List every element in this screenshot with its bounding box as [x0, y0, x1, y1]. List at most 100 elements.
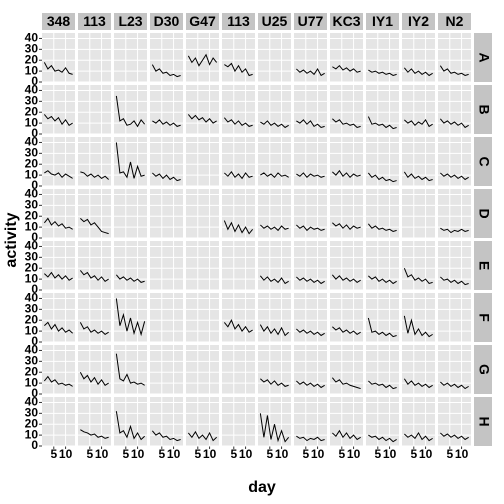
x-tick-label: 10 [347, 447, 361, 461]
x-tick-label: 5 [230, 447, 237, 461]
column-label: N2 [446, 13, 464, 29]
strip [78, 13, 111, 30]
panel [186, 189, 219, 238]
line [223, 319, 253, 333]
line [367, 172, 397, 183]
panel [438, 293, 471, 342]
strip [474, 85, 492, 134]
panel [186, 293, 219, 342]
panel [222, 85, 255, 134]
strip [150, 13, 183, 30]
panel [42, 189, 75, 238]
y-tick-label: 30 [25, 406, 39, 420]
column-label: KC3 [332, 13, 360, 29]
panel [258, 137, 291, 186]
panel [78, 397, 111, 446]
y-tick-label: 10 [25, 323, 39, 337]
panel [114, 189, 147, 238]
line [224, 170, 253, 180]
x-tick-label: 10 [455, 447, 469, 461]
y-tick-label: 20 [25, 156, 39, 170]
x-axis-label: day [248, 479, 276, 496]
row-label: A [476, 52, 492, 62]
line [115, 142, 145, 179]
line [296, 328, 325, 337]
x-tick-label: 10 [383, 447, 397, 461]
line [151, 430, 181, 442]
column-label: U25 [262, 13, 288, 29]
y-tick-label: 30 [25, 198, 39, 212]
line [43, 217, 73, 230]
panel [114, 241, 147, 290]
line [296, 435, 325, 442]
panel [42, 85, 75, 134]
line [296, 119, 325, 129]
panel [114, 345, 147, 394]
column-label: 113 [83, 13, 106, 29]
x-tick-label: 10 [59, 447, 73, 461]
panel [402, 85, 435, 134]
strip [42, 13, 75, 30]
line [439, 65, 469, 77]
line [44, 271, 73, 281]
line [368, 275, 397, 285]
line [115, 411, 145, 441]
panel [78, 137, 111, 186]
panel [78, 293, 111, 342]
strip [402, 13, 435, 30]
y-tick-label: 20 [25, 104, 39, 118]
panel [330, 345, 363, 394]
panel [114, 33, 147, 82]
line [332, 169, 361, 179]
panel [42, 293, 75, 342]
line [187, 114, 217, 124]
line [332, 326, 361, 336]
line [440, 276, 469, 286]
panel [330, 85, 363, 134]
strip [474, 33, 492, 82]
y-tick-label: 30 [25, 94, 39, 108]
column-label: L23 [118, 13, 142, 29]
strip [258, 13, 291, 30]
line [296, 67, 325, 77]
y-tick-label: 30 [25, 42, 39, 56]
panel [402, 137, 435, 186]
panel [402, 33, 435, 82]
panel [294, 137, 327, 186]
panel [150, 241, 183, 290]
y-tick-label: 30 [25, 302, 39, 316]
panel [438, 241, 471, 290]
panel [114, 85, 147, 134]
y-tick-label: 20 [25, 260, 39, 274]
x-tick-label: 5 [338, 447, 345, 461]
y-tick-label: 40 [25, 187, 39, 201]
line [44, 170, 73, 179]
x-tick-label: 10 [95, 447, 109, 461]
line [403, 67, 433, 77]
line [259, 275, 289, 285]
line [259, 324, 289, 337]
line [79, 322, 109, 336]
y-axis-label: activity [3, 212, 20, 267]
panel [150, 137, 183, 186]
panel [186, 241, 219, 290]
line [368, 380, 397, 390]
panel [186, 397, 219, 446]
line [115, 298, 146, 337]
row-label: H [476, 416, 492, 426]
column-label: IY2 [408, 13, 429, 29]
line [368, 69, 397, 77]
y-tick-label: 20 [25, 364, 39, 378]
line [79, 371, 109, 386]
panel [150, 397, 183, 446]
x-tick-label: 5 [86, 447, 93, 461]
strip [474, 241, 492, 290]
line [260, 224, 289, 232]
panel [150, 189, 183, 238]
panel [330, 293, 363, 342]
panel [42, 137, 75, 186]
y-tick-label: 20 [25, 52, 39, 66]
row-label: E [476, 261, 492, 270]
line [368, 434, 397, 443]
